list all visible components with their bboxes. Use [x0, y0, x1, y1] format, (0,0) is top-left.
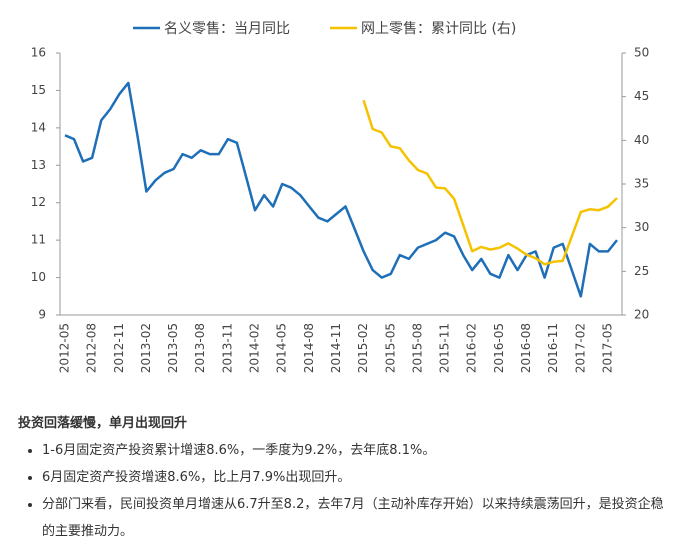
series-line — [64, 81, 618, 298]
article: 投资回落缓慢，单月出现回升 1-6月固定资产投资累计增速8.6%，一季度为9.2… — [0, 410, 686, 545]
y-tick-label: 14 — [31, 120, 46, 134]
x-tick-label: 2013-08 — [193, 323, 207, 373]
x-tick-label: 2014-08 — [302, 323, 316, 373]
x-tick-label: 2012-05 — [58, 323, 72, 373]
y-tick-label: 11 — [31, 233, 46, 247]
x-tick-label: 2012-08 — [85, 323, 99, 373]
x-tick-label: 2016-11 — [546, 323, 560, 373]
y2-tick-label: 25 — [634, 264, 649, 278]
series-line — [362, 99, 618, 266]
x-tick-label: 2017-05 — [600, 323, 614, 373]
y-tick-label: 10 — [31, 270, 46, 284]
x-tick-label: 2016-02 — [465, 323, 479, 373]
x-tick-label: 2014-11 — [329, 323, 343, 373]
y-tick-label: 9 — [38, 308, 46, 322]
x-tick-label: 2015-02 — [356, 323, 370, 373]
y-tick-label: 16 — [31, 46, 46, 60]
x-tick-label: 2016-05 — [492, 323, 506, 373]
heading: 投资回落缓慢，单月出现回升 — [18, 416, 188, 431]
chart: 9 10 11 12 13 14 15 16 20 25 30 35 40 45 50 2012-05 2012… — [31, 21, 650, 373]
y-tick-label: 15 — [31, 83, 46, 97]
y2-tick-label: 20 — [634, 308, 649, 322]
x-tick-label: 2013-02 — [139, 323, 153, 373]
bullet: 1-6月固定资产投资累计增速8.6%，一季度为9.2%，去年底8.1%。 — [42, 437, 676, 464]
bullet: 分部门来看，民间投资单月增速从6.7升至8.2，去年7月（主动补库存开始）以来持… — [42, 491, 676, 545]
y-tick-label: 12 — [31, 195, 46, 209]
x-tick-label: 2012-11 — [112, 323, 126, 373]
x-tick-label: 2017-02 — [573, 323, 587, 373]
y2-tick-label: 50 — [634, 46, 649, 60]
bullet: 6月固定资产投资增速8.6%，比上月7.9%出现回升。 — [42, 464, 676, 491]
y2-tick-label: 45 — [634, 89, 649, 103]
y-tick-label: 13 — [31, 158, 46, 172]
x-tick-label: 2013-11 — [220, 323, 234, 373]
x-tick-label: 2015-05 — [383, 323, 397, 373]
bullet-list: 1-6月固定资产投资累计增速8.6%，一季度为9.2%，去年底8.1%。 6月固… — [0, 437, 686, 545]
legend-label: 网上零售：累计同比 (右) — [361, 21, 516, 37]
x-tick-label: 2015-11 — [438, 323, 452, 373]
x-tick-label: 2016-08 — [519, 323, 533, 373]
y2-tick-label: 30 — [634, 220, 649, 234]
x-tick-label: 2014-02 — [248, 323, 262, 373]
x-tick-label: 2014-05 — [275, 323, 289, 373]
y2-tick-label: 40 — [634, 133, 649, 147]
y2-tick-label: 35 — [634, 177, 649, 191]
x-tick-label: 2013-05 — [166, 323, 180, 373]
x-tick-label: 2015-08 — [410, 323, 424, 373]
legend-label: 名义零售：当月同比 — [164, 21, 290, 37]
